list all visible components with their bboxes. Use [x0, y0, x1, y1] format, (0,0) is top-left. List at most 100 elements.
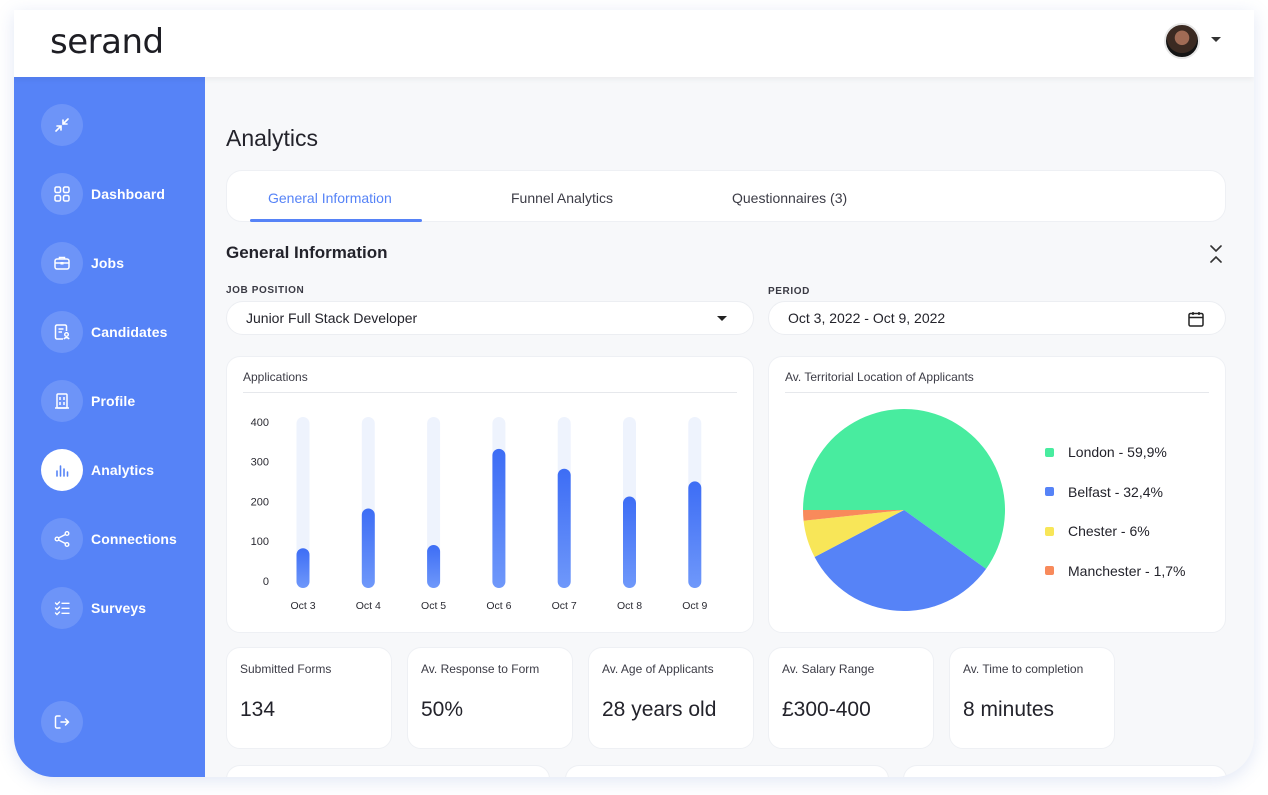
applications-chart-title: Applications: [243, 370, 308, 384]
main-content: Analytics General Information Funnel Ana…: [205, 77, 1254, 777]
collapse-arrows-icon: [41, 104, 83, 146]
bar-chart-icon: [41, 449, 83, 491]
stat-label: Av. Salary Range: [782, 662, 875, 676]
checklist-icon: [41, 587, 83, 629]
building-icon: [41, 380, 83, 422]
stat-label: Av. Response to Form: [421, 662, 540, 676]
stat-value: 28 years old: [602, 698, 717, 721]
x-tick-label: Oct 6: [486, 600, 511, 612]
calendar-icon[interactable]: [1187, 310, 1205, 328]
logout-button[interactable]: [41, 701, 201, 743]
chevron-down-icon[interactable]: [1211, 37, 1221, 42]
sidebar-item-label: Surveys: [91, 600, 147, 616]
share-icon: [41, 518, 83, 560]
job-position-label: JOB POSITION: [226, 285, 305, 296]
card-placeholder: [226, 765, 550, 777]
sidebar-item-label: Candidates: [91, 324, 168, 340]
x-tick-label: Oct 3: [290, 600, 315, 612]
y-tick-label: 400: [251, 417, 269, 429]
stat-time-to-completion: Av. Time to completion 8 minutes: [949, 647, 1115, 749]
y-tick-label: 0: [263, 576, 269, 588]
active-tab-indicator: [250, 219, 422, 222]
legend-label: Belfast - 32,4%: [1068, 483, 1163, 500]
logo[interactable]: serand: [50, 22, 164, 62]
sidebar-item-label: Profile: [91, 393, 136, 409]
card-placeholder: [903, 765, 1227, 777]
y-tick-label: 300: [251, 457, 269, 469]
tab-bar: General Information Funnel Analytics Que…: [226, 170, 1226, 222]
bar[interactable]: [427, 545, 441, 588]
period-date-picker[interactable]: Oct 3, 2022 - Oct 9, 2022: [768, 301, 1226, 335]
sidebar-item-jobs[interactable]: Jobs: [41, 242, 201, 284]
location-chart-card: Av. Territorial Location of Applicants L…: [768, 356, 1226, 633]
pie-slice[interactable]: [803, 409, 1005, 569]
bar[interactable]: [688, 481, 702, 588]
stat-age-of-applicants: Av. Age of Applicants 28 years old: [588, 647, 754, 749]
y-tick-label: 100: [251, 536, 269, 548]
tab-questionnaires[interactable]: Questionnaires (3): [732, 190, 848, 206]
x-tick-label: Oct 4: [356, 600, 381, 612]
sidebar-item-analytics[interactable]: Analytics: [41, 449, 201, 491]
pie-slice[interactable]: [814, 510, 987, 611]
bar[interactable]: [361, 508, 375, 588]
period-value: Oct 3, 2022 - Oct 9, 2022: [788, 310, 946, 326]
collapse-section-button[interactable]: [1207, 243, 1225, 265]
collapse-chevrons-icon: [1210, 245, 1222, 263]
sidebar: Dashboard Jobs Candidates Profile Analyt…: [14, 77, 205, 777]
tab-general-information[interactable]: General Information: [268, 190, 392, 206]
location-pie-chart: [803, 409, 1005, 611]
candidates-icon: [41, 311, 83, 353]
stat-submitted-forms: Submitted Forms 134: [226, 647, 392, 749]
legend-item: Belfast - 32,4%: [1045, 484, 1163, 500]
legend-label: London - 59,9%: [1068, 444, 1167, 460]
legend-label: Manchester - 1,7%: [1068, 562, 1186, 579]
sidebar-item-label: Connections: [91, 531, 177, 547]
sidebar-item-surveys[interactable]: Surveys: [41, 587, 201, 629]
sidebar-item-label: Dashboard: [91, 186, 166, 202]
sidebar-item-label: Jobs: [91, 255, 125, 271]
bar-track: [427, 417, 441, 588]
top-bar: serand: [14, 10, 1254, 77]
bar[interactable]: [296, 548, 310, 588]
grid-icon: [41, 173, 83, 215]
bar[interactable]: [492, 448, 506, 588]
legend-swatch: [1045, 447, 1054, 457]
legend-item: Chester - 6%: [1045, 523, 1150, 539]
legend-item: London - 59,9%: [1045, 444, 1167, 460]
section-title: General Information: [226, 243, 388, 262]
sidebar-item-candidates[interactable]: Candidates: [41, 311, 201, 353]
card-placeholder: [565, 765, 889, 777]
sidebar-item-dashboard[interactable]: Dashboard: [41, 173, 201, 215]
bar[interactable]: [623, 496, 636, 588]
sidebar-item-profile[interactable]: Profile: [41, 380, 201, 422]
stat-label: Submitted Forms: [240, 662, 332, 676]
stat-salary-range: Av. Salary Range £300-400: [768, 647, 934, 749]
location-chart-title: Av. Territorial Location of Applicants: [785, 370, 974, 384]
x-tick-label: Oct 7: [552, 600, 577, 612]
pie-slice[interactable]: [803, 510, 904, 521]
app-window: serand Dashboard Jobs Candidates: [14, 10, 1254, 777]
tab-funnel-analytics[interactable]: Funnel Analytics: [511, 190, 613, 206]
sidebar-collapse-button[interactable]: [41, 104, 201, 146]
y-tick-label: 200: [251, 496, 269, 508]
stat-value: £300-400: [782, 698, 871, 721]
legend-swatch: [1045, 526, 1054, 536]
legend-swatch: [1045, 487, 1054, 497]
legend-swatch: [1045, 566, 1054, 576]
pie-slice[interactable]: [803, 510, 904, 557]
divider: [785, 392, 1209, 393]
job-position-value: Junior Full Stack Developer: [246, 310, 418, 326]
dropdown-caret-icon: [717, 316, 727, 321]
x-tick-label: Oct 5: [421, 600, 446, 612]
period-label: PERIOD: [768, 286, 810, 297]
stat-value: 8 minutes: [963, 698, 1055, 721]
avatar[interactable]: [1164, 23, 1200, 59]
stat-value: 134: [240, 698, 276, 721]
page-title: Analytics: [226, 125, 319, 151]
legend-item: Manchester - 1,7%: [1045, 563, 1186, 579]
job-position-select[interactable]: Junior Full Stack Developer: [226, 301, 754, 335]
sidebar-item-connections[interactable]: Connections: [41, 518, 201, 560]
legend-label: Chester - 6%: [1068, 523, 1150, 540]
bar[interactable]: [557, 468, 571, 588]
applications-bar-chart: 0 100 200 300 400 Oct 3 Oct 4 Oct 5 Oct 6 Oct 7 Oc…: [251, 417, 708, 612]
